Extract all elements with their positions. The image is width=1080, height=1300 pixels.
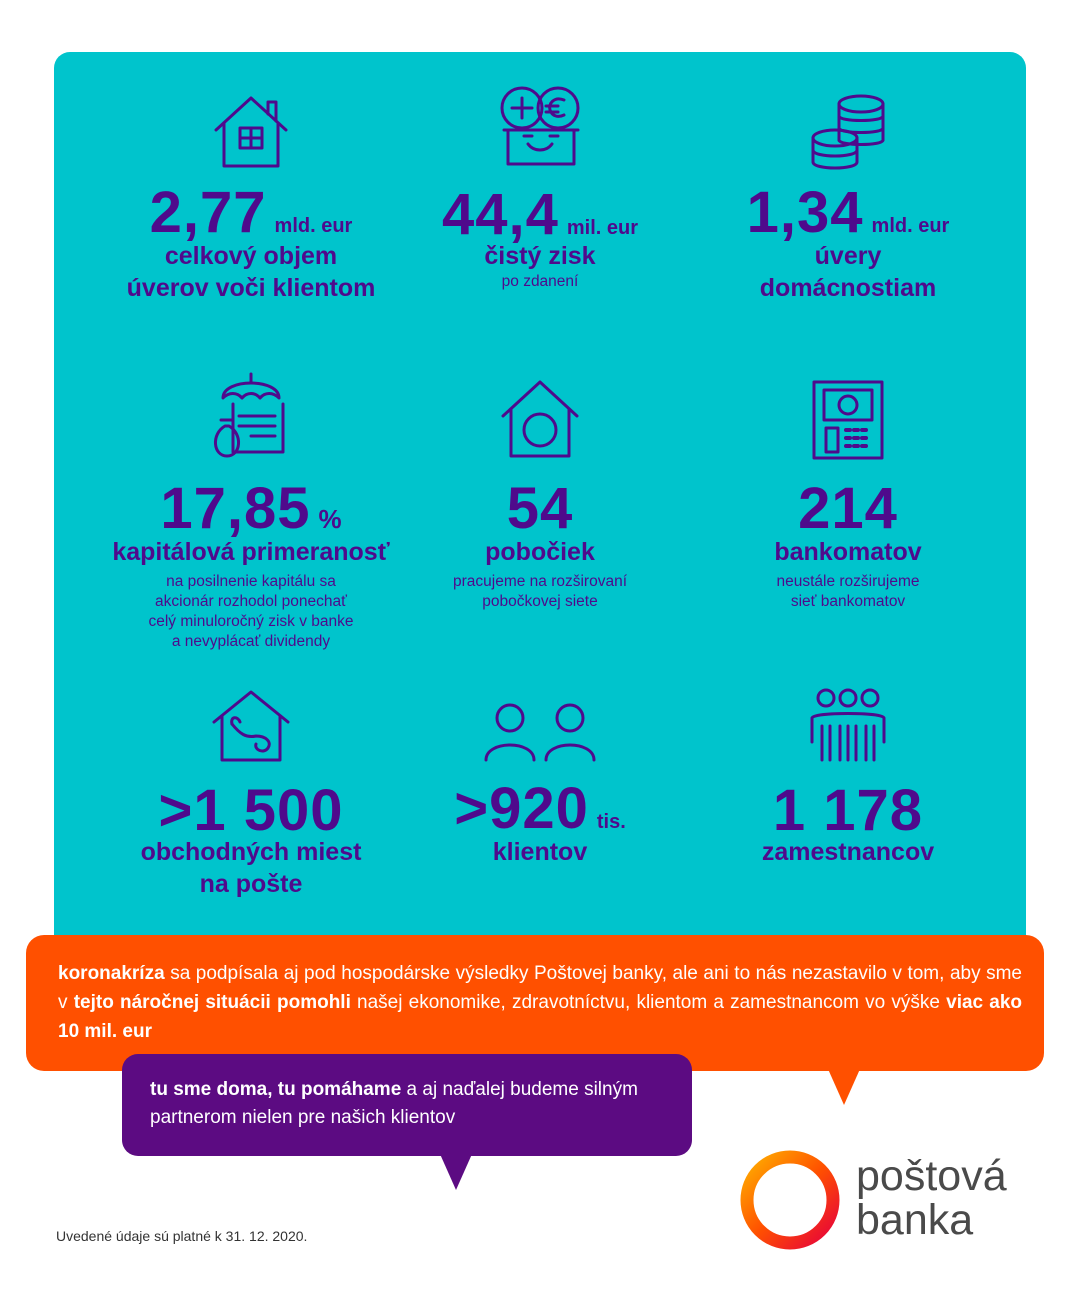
- stat-sub-line: na posilnenie kapitálu sa: [166, 573, 336, 590]
- stats-panel: 2,77 mld. eur celkový objem úverov voči k…: [54, 52, 1026, 952]
- stat-branches: 54 pobočiek pracujeme na rozširovaní pob…: [378, 376, 702, 676]
- stat-employees: 1 178 zamestnancov: [686, 686, 1010, 946]
- emphasis-text: tejto náročnej situácii pomohli: [73, 992, 351, 1013]
- stat-unit: %: [318, 504, 342, 534]
- stat-sub: na posilnenie kapitálu sa akcionár rozho…: [101, 572, 401, 652]
- stat-label: úvery domácnostiam: [686, 240, 1010, 304]
- employees-icon: [806, 686, 890, 766]
- post-horn-house-icon: [206, 686, 296, 766]
- stat-household-loans: 1,34 mld. eur úvery domácnostiam: [686, 92, 1010, 352]
- stat-label: zamestnancov: [686, 836, 1010, 868]
- stat-unit: mil. eur: [566, 217, 639, 239]
- stat-label: klientov: [378, 836, 702, 868]
- stat-number-line: 44,4 mil. eur: [378, 186, 702, 244]
- stat-unit: mld. eur: [274, 215, 353, 237]
- stat-number: 44,4: [441, 182, 559, 247]
- umbrella-document-icon: [203, 368, 299, 460]
- stat-number-line: >920 tis.: [378, 780, 702, 838]
- slogan-text: tu sme doma, tu pomáhame a aj naďalej bu…: [150, 1076, 670, 1132]
- stat-number: 1 178: [772, 778, 924, 843]
- stat-label: celkový objem úverov voči klientom: [89, 240, 413, 304]
- slogan-bubble: tu sme doma, tu pomáhame a aj naďalej bu…: [122, 1054, 692, 1190]
- stat-number: 1,34: [746, 180, 864, 245]
- stat-sub-line: a nevyplácať dividendy: [171, 633, 331, 650]
- coins-icon: [803, 92, 893, 172]
- stat-loans-total: 2,77 mld. eur celkový objem úverov voči k…: [89, 92, 413, 352]
- stat-label-line: úverov voči klientom: [126, 274, 376, 302]
- logo-text-line: poštová: [856, 1152, 1007, 1200]
- stat-sub: pracujeme na rozširovaní pobočkovej siet…: [390, 572, 690, 612]
- stat-number-line: >1 500: [89, 782, 413, 840]
- stat-number: 2,77: [149, 180, 267, 245]
- stat-label-line: celkový objem: [164, 242, 338, 270]
- stat-number: >1 500: [158, 778, 344, 843]
- stat-sub-line: pobočkovej siete: [482, 593, 598, 610]
- logo-text-line: banka: [856, 1196, 974, 1244]
- stat-sub-line: sieť bankomatov: [790, 593, 906, 610]
- stat-number-line: 1 178: [686, 782, 1010, 840]
- stat-number-line: 214: [686, 480, 1010, 538]
- atm-icon: [810, 378, 886, 462]
- stat-number-line: 17,85%: [89, 480, 413, 538]
- stat-number-line: 2,77 mld. eur: [89, 184, 413, 242]
- postova-banka-logo: poštová banka: [738, 1148, 1038, 1250]
- house-icon: [206, 92, 296, 172]
- stat-sub-line: akcionár rozhodol ponechať: [155, 593, 347, 610]
- stat-sub-line: po zdanení: [501, 273, 579, 290]
- stat-label-line: úvery: [814, 242, 882, 270]
- stat-sub: po zdanení: [390, 272, 690, 292]
- body-text: sa podpísala aj pod hospodárske výsledky…: [58, 963, 1022, 1013]
- stat-label-line: domácnostiam: [759, 274, 937, 302]
- stat-capital-adequacy: 17,85% kapitálová primeranosť na posilne…: [89, 368, 413, 668]
- stat-sub-line: pracujeme na rozširovaní: [452, 573, 628, 590]
- stat-label: bankomatov: [686, 536, 1010, 568]
- stat-number-line: 54: [378, 480, 702, 538]
- corona-message-text: koronakríza sa podpísala aj pod hospodár…: [58, 959, 1022, 1046]
- emphasis-text: viac ako 10 mil. eur: [58, 992, 1023, 1042]
- stat-sub: neustále rozširujeme sieť bankomatov: [698, 572, 998, 612]
- stat-label-line: na pošte: [199, 870, 303, 898]
- stat-atms: 214 bankomatov neustále rozširujeme sieť…: [686, 378, 1010, 678]
- corona-message-bubble: koronakríza sa podpísala aj pod hospodár…: [26, 935, 1044, 1105]
- stat-post-offices: >1 500 obchodných miest na pošte: [89, 686, 413, 946]
- stat-sub-line: celý minuloročný zisk v banke: [148, 613, 354, 630]
- logo-ring-icon: [740, 1150, 840, 1250]
- stat-label-line: pobočiek: [485, 538, 595, 566]
- stat-label: obchodných miest na pošte: [89, 836, 413, 900]
- body-text: a aj naďalej budeme silným partnerom nie…: [150, 1079, 638, 1128]
- bubble-tail: [828, 1069, 860, 1105]
- stat-net-profit: 44,4 mil. eur čistý zisk po zdanení: [378, 84, 702, 344]
- stat-number: 17,85: [160, 476, 311, 541]
- bubble-tail: [440, 1154, 472, 1190]
- clients-icon: [480, 698, 600, 764]
- emphasis-text: tu sme doma, tu pomáhame: [150, 1079, 402, 1100]
- stat-label: pobočiek: [378, 536, 702, 568]
- stat-label: kapitálová primeranosť: [89, 536, 413, 568]
- stat-label-line: klientov: [492, 838, 588, 866]
- body-text: našej ekonomike, zdravotníctvu, klientom…: [350, 992, 947, 1013]
- stat-unit: mld. eur: [871, 215, 950, 237]
- logo-text: poštová banka: [856, 1154, 1007, 1242]
- branch-house-icon: [495, 376, 585, 462]
- stat-clients: >920 tis. klientov: [378, 698, 702, 958]
- stat-label-line: obchodných miest: [140, 838, 362, 866]
- stat-label-line: čistý zisk: [484, 242, 596, 270]
- stat-number: 214: [798, 476, 898, 541]
- stat-label-line: kapitálová primeranosť: [112, 538, 390, 566]
- stat-number: 54: [506, 476, 574, 541]
- stat-label: čistý zisk: [378, 240, 702, 272]
- stat-number: >920: [454, 776, 589, 841]
- stat-number-line: 1,34 mld. eur: [686, 184, 1010, 242]
- stat-unit: tis.: [596, 811, 626, 833]
- money-box-icon: [494, 84, 586, 170]
- footnote: Uvedené údaje sú platné k 31. 12. 2020.: [56, 1228, 308, 1244]
- stat-label-line: bankomatov: [774, 538, 922, 566]
- emphasis-text: koronakríza: [58, 963, 165, 984]
- stat-sub-line: neustále rozširujeme: [776, 573, 920, 590]
- stat-label-line: zamestnancov: [761, 838, 935, 866]
